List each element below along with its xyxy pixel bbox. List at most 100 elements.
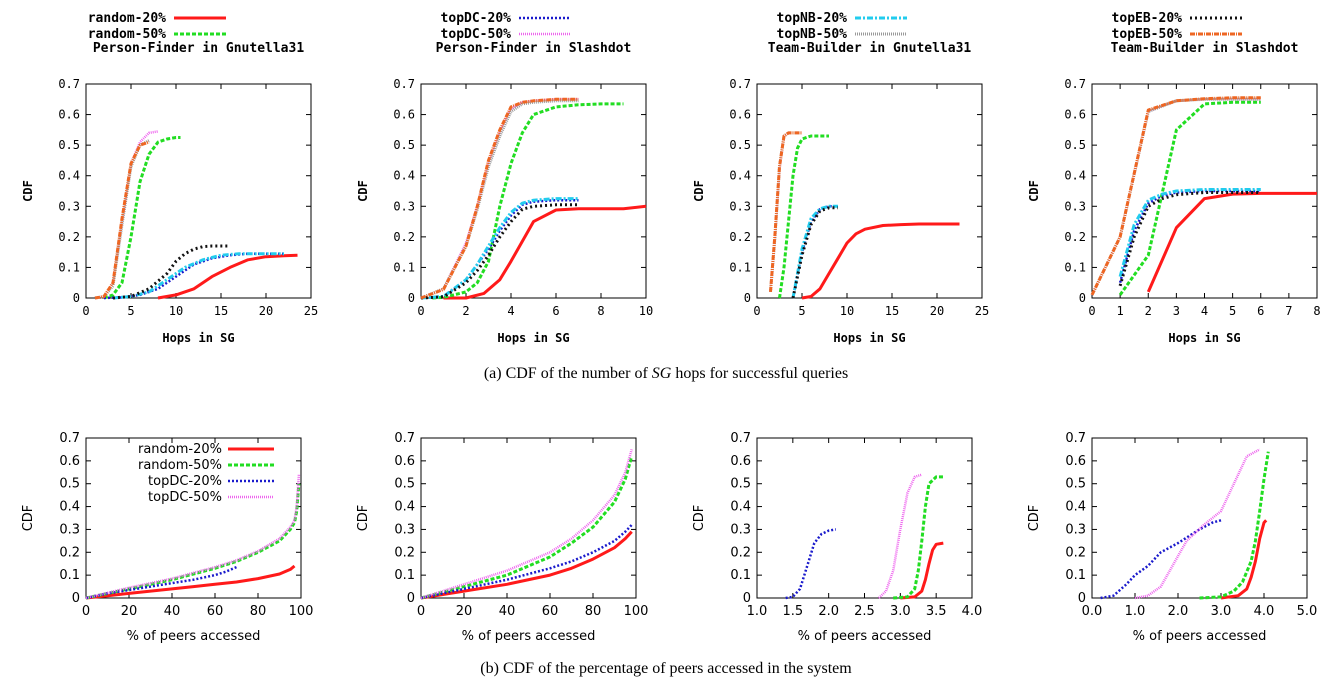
legend-label: topDC-20% xyxy=(148,474,222,489)
series-line-topEB-50pct xyxy=(94,140,150,300)
series-line-topDC-20pct xyxy=(420,198,579,300)
legend-label: topEB-50% xyxy=(1112,27,1183,42)
x-tick-label: 3.0 xyxy=(890,604,911,619)
chart-title: Person-Finder in Gnutella31 xyxy=(93,41,304,56)
x-tick-label: 100 xyxy=(624,604,649,619)
legend-label: topNB-50% xyxy=(777,27,848,42)
y-tick-label: 0.6 xyxy=(393,108,415,122)
y-tick-label: 0.7 xyxy=(1065,431,1086,446)
plot-frame xyxy=(85,83,312,299)
y-tick-label: 0 xyxy=(407,591,415,606)
series-line-topDC-20pct xyxy=(85,565,237,600)
x-tick-label: 0 xyxy=(417,604,425,619)
y-tick-label: 0 xyxy=(72,591,80,606)
x-tick-label: 5 xyxy=(1229,304,1236,318)
legend-label: random-20% xyxy=(88,11,166,26)
series-line-topDC-20pct xyxy=(420,524,633,600)
x-tick-label: 1 xyxy=(1117,304,1124,318)
series-line-topDC-50pct xyxy=(1134,448,1261,600)
series-line-random-20pct xyxy=(801,222,960,300)
x-axis-label: Hops in SG xyxy=(497,331,569,345)
series-line-topDC-50pct xyxy=(769,131,802,293)
series-line-random-50pct xyxy=(103,136,181,300)
x-tick-label: 60 xyxy=(207,604,224,619)
series-line-topDC-50pct xyxy=(420,449,633,600)
y-axis-label: CDF xyxy=(692,180,706,202)
y-tick-label: 0.6 xyxy=(729,108,751,122)
y-tick-label: 0 xyxy=(73,291,80,305)
y-axis-label: CDF xyxy=(21,180,35,202)
x-tick-label: 0 xyxy=(753,304,760,318)
x-tick-label: 4.0 xyxy=(962,604,983,619)
x-tick-label: 5 xyxy=(127,304,134,318)
x-tick-label: 0 xyxy=(82,304,89,318)
y-tick-label: 0.4 xyxy=(1064,169,1086,183)
y-tick-label: 0.1 xyxy=(59,568,80,583)
y-tick-label: 0.7 xyxy=(58,77,80,91)
plot-frame xyxy=(420,437,637,599)
y-tick-label: 0.5 xyxy=(1064,138,1086,152)
y-tick-label: 0.4 xyxy=(59,500,80,515)
y-tick-label: 0.5 xyxy=(393,138,415,152)
series-line-random-20pct xyxy=(420,530,633,600)
y-tick-label: 0.2 xyxy=(1064,230,1086,244)
series-line-topDC-50pct xyxy=(877,473,923,599)
y-tick-label: 0.2 xyxy=(58,230,80,244)
x-tick-label: 15 xyxy=(214,304,228,318)
x-tick-label: 0.0 xyxy=(1082,604,1103,619)
x-axis-label: % of peers accessed xyxy=(798,629,932,644)
y-tick-label: 0.5 xyxy=(394,477,415,492)
legend-label: random-50% xyxy=(88,27,166,42)
chart-panel-6: 0 0.1 0.2 0.3 0.4 0.5 0.6 0.7 0 20 40 60 80 100 % of p… xyxy=(356,431,648,644)
y-tick-label: 0 xyxy=(1079,291,1086,305)
x-tick-label: 10 xyxy=(169,304,183,318)
y-tick-label: 0.7 xyxy=(730,431,751,446)
series-line-topEB-20pct xyxy=(112,244,230,300)
x-tick-label: 80 xyxy=(250,604,267,619)
y-tick-label: 0.7 xyxy=(394,431,415,446)
y-tick-label: 0.6 xyxy=(59,454,80,469)
x-tick-label: 20 xyxy=(456,604,473,619)
y-axis-label: CDF xyxy=(356,180,370,202)
y-tick-label: 0.4 xyxy=(729,169,751,183)
y-tick-label: 0 xyxy=(1078,591,1086,606)
chart-panel-2: 0 0.1 0.2 0.3 0.4 0.5 0.6 0.7 0 2 4 6 8 10 Hops in SG C… xyxy=(356,11,653,345)
x-tick-label: 3.0 xyxy=(1211,604,1232,619)
series-line-topNB-20pct xyxy=(112,252,284,300)
y-tick-label: 0.5 xyxy=(1065,477,1086,492)
y-tick-label: 0.2 xyxy=(393,230,415,244)
y-tick-label: 0.1 xyxy=(729,260,751,274)
series-line-topEB-20pct xyxy=(1118,191,1261,287)
y-tick-label: 0.3 xyxy=(730,522,751,537)
y-axis-label: CDF xyxy=(692,505,707,532)
x-tick-label: 60 xyxy=(542,604,559,619)
x-tick-label: 8 xyxy=(1313,304,1320,318)
legend-label: topNB-20% xyxy=(777,11,848,26)
chart-panel-7: 0 0.1 0.2 0.3 0.4 0.5 0.6 0.7 1.0 1.5 2.0 2.5 3.0 3.5… xyxy=(692,431,982,644)
x-tick-label: 25 xyxy=(304,304,318,318)
x-tick-label: 10 xyxy=(639,304,653,318)
y-tick-label: 0.3 xyxy=(1065,522,1086,537)
series-line-random-20pct xyxy=(1220,519,1268,600)
y-tick-label: 0.4 xyxy=(394,500,415,515)
y-tick-label: 0 xyxy=(744,291,751,305)
legend-label: topEB-20% xyxy=(1112,11,1183,26)
y-tick-label: 0.3 xyxy=(1064,199,1086,213)
x-tick-label: 1.5 xyxy=(782,604,803,619)
legend-label: topDC-20% xyxy=(441,11,512,26)
y-tick-label: 0.3 xyxy=(59,522,80,537)
y-tick-label: 0.1 xyxy=(393,260,415,274)
chart-panel-3: 0 0.1 0.2 0.3 0.4 0.5 0.6 0.7 0 5 10 15 20 25 Hops in … xyxy=(692,11,989,345)
y-tick-label: 0.5 xyxy=(730,477,751,492)
plot-frame xyxy=(1091,437,1308,599)
y-tick-label: 0.3 xyxy=(393,199,415,213)
x-tick-label: 20 xyxy=(121,604,138,619)
series-line-random-20pct xyxy=(1146,191,1317,293)
y-tick-label: 0.4 xyxy=(393,169,415,183)
x-tick-label: 0 xyxy=(1088,304,1095,318)
x-axis-label: Hops in SG xyxy=(162,331,234,345)
series-line-topDC-20pct xyxy=(1100,519,1222,600)
chart-panel-4: 0 0.1 0.2 0.3 0.4 0.5 0.6 0.7 0 1 2 3 4 5 6 7 8 Hops in S… xyxy=(1027,11,1321,345)
y-tick-label: 0.2 xyxy=(1065,545,1086,560)
